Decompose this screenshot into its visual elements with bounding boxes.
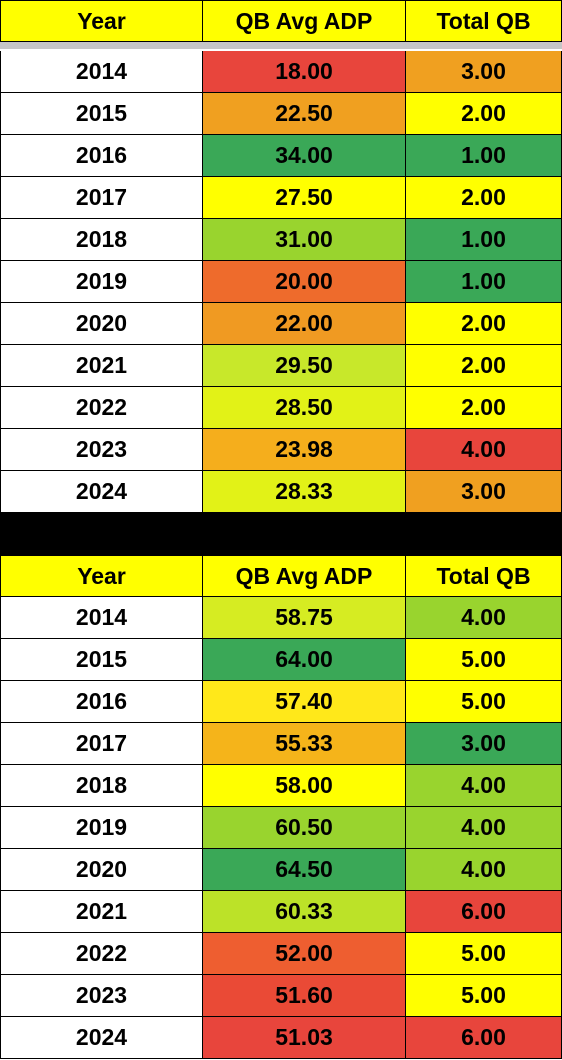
table-row: 2017 55.33 3.00 — [0, 723, 562, 765]
qb-avg-adp-cell[interactable]: 51.03 — [203, 1017, 406, 1059]
table-row: 2024 51.03 6.00 — [0, 1017, 562, 1059]
year-cell[interactable]: 2024 — [0, 471, 203, 513]
qb-avg-adp-cell[interactable]: 28.50 — [203, 387, 406, 429]
year-cell[interactable]: 2022 — [0, 933, 203, 975]
header-year[interactable]: Year — [0, 0, 203, 42]
table-row: 2015 22.50 2.00 — [0, 93, 562, 135]
year-cell[interactable]: 2023 — [0, 975, 203, 1017]
table-row: 2022 52.00 5.00 — [0, 933, 562, 975]
table-row: 2018 58.00 4.00 — [0, 765, 562, 807]
section-separator — [0, 513, 562, 555]
year-cell[interactable]: 2014 — [0, 597, 203, 639]
total-qb-cell[interactable]: 4.00 — [406, 429, 562, 471]
header-total-qb[interactable]: Total QB — [406, 555, 562, 597]
table-row: 2024 28.33 3.00 — [0, 471, 562, 513]
table-row: 2016 57.40 5.00 — [0, 681, 562, 723]
qb-avg-adp-cell[interactable]: 27.50 — [203, 177, 406, 219]
total-qb-cell[interactable]: 5.00 — [406, 639, 562, 681]
qb-avg-adp-cell[interactable]: 57.40 — [203, 681, 406, 723]
qb-avg-adp-cell[interactable]: 18.00 — [203, 51, 406, 93]
header-qb-avg-adp[interactable]: QB Avg ADP — [203, 555, 406, 597]
table-row: 2018 31.00 1.00 — [0, 219, 562, 261]
header-row: Year QB Avg ADP Total QB — [0, 555, 562, 597]
table-row: 2023 23.98 4.00 — [0, 429, 562, 471]
total-qb-cell[interactable]: 2.00 — [406, 303, 562, 345]
qb-avg-adp-cell[interactable]: 28.33 — [203, 471, 406, 513]
qb-avg-adp-cell[interactable]: 52.00 — [203, 933, 406, 975]
table-row: 2017 27.50 2.00 — [0, 177, 562, 219]
table-row: 2014 18.00 3.00 — [0, 51, 562, 93]
table-row: 2014 58.75 4.00 — [0, 597, 562, 639]
qb-avg-adp-cell[interactable]: 64.50 — [203, 849, 406, 891]
total-qb-cell[interactable]: 3.00 — [406, 51, 562, 93]
year-cell[interactable]: 2016 — [0, 681, 203, 723]
header-row: Year QB Avg ADP Total QB — [0, 0, 562, 42]
qb-avg-adp-cell[interactable]: 31.00 — [203, 219, 406, 261]
year-cell[interactable]: 2014 — [0, 51, 203, 93]
qb-avg-adp-cell[interactable]: 51.60 — [203, 975, 406, 1017]
total-qb-cell[interactable]: 2.00 — [406, 177, 562, 219]
year-cell[interactable]: 2015 — [0, 93, 203, 135]
table-row: 2021 60.33 6.00 — [0, 891, 562, 933]
total-qb-cell[interactable]: 2.00 — [406, 93, 562, 135]
year-cell[interactable]: 2018 — [0, 219, 203, 261]
qb-avg-adp-cell[interactable]: 22.50 — [203, 93, 406, 135]
qb-avg-adp-cell[interactable]: 60.33 — [203, 891, 406, 933]
table-row: 2022 28.50 2.00 — [0, 387, 562, 429]
total-qb-cell[interactable]: 3.00 — [406, 471, 562, 513]
qb-avg-adp-cell[interactable]: 34.00 — [203, 135, 406, 177]
total-qb-cell[interactable]: 1.00 — [406, 261, 562, 303]
qb-avg-adp-cell[interactable]: 20.00 — [203, 261, 406, 303]
total-qb-cell[interactable]: 6.00 — [406, 891, 562, 933]
qb-avg-adp-cell[interactable]: 60.50 — [203, 807, 406, 849]
total-qb-cell[interactable]: 5.00 — [406, 933, 562, 975]
year-cell[interactable]: 2020 — [0, 849, 203, 891]
year-cell[interactable]: 2019 — [0, 261, 203, 303]
qb-avg-adp-cell[interactable]: 23.98 — [203, 429, 406, 471]
year-cell[interactable]: 2020 — [0, 303, 203, 345]
header-divider — [0, 42, 562, 49]
total-qb-cell[interactable]: 5.00 — [406, 975, 562, 1017]
qb-avg-adp-cell[interactable]: 22.00 — [203, 303, 406, 345]
year-cell[interactable]: 2017 — [0, 723, 203, 765]
total-qb-cell[interactable]: 4.00 — [406, 597, 562, 639]
qb-avg-adp-cell[interactable]: 64.00 — [203, 639, 406, 681]
year-cell[interactable]: 2023 — [0, 429, 203, 471]
table-row: 2015 64.00 5.00 — [0, 639, 562, 681]
year-cell[interactable]: 2021 — [0, 345, 203, 387]
qb-avg-adp-cell[interactable]: 55.33 — [203, 723, 406, 765]
total-qb-cell[interactable]: 5.00 — [406, 681, 562, 723]
table-row: 2019 20.00 1.00 — [0, 261, 562, 303]
table-row: 2020 64.50 4.00 — [0, 849, 562, 891]
year-cell[interactable]: 2015 — [0, 639, 203, 681]
table-row: 2021 29.50 2.00 — [0, 345, 562, 387]
year-cell[interactable]: 2022 — [0, 387, 203, 429]
table-row: 2019 60.50 4.00 — [0, 807, 562, 849]
header-total-qb[interactable]: Total QB — [406, 0, 562, 42]
qb-avg-adp-cell[interactable]: 58.00 — [203, 765, 406, 807]
total-qb-cell[interactable]: 1.00 — [406, 135, 562, 177]
total-qb-cell[interactable]: 1.00 — [406, 219, 562, 261]
total-qb-cell[interactable]: 4.00 — [406, 765, 562, 807]
qb-avg-adp-cell[interactable]: 58.75 — [203, 597, 406, 639]
total-qb-cell[interactable]: 4.00 — [406, 807, 562, 849]
total-qb-cell[interactable]: 2.00 — [406, 345, 562, 387]
table-row: 2020 22.00 2.00 — [0, 303, 562, 345]
year-cell[interactable]: 2024 — [0, 1017, 203, 1059]
header-year[interactable]: Year — [0, 555, 203, 597]
year-cell[interactable]: 2018 — [0, 765, 203, 807]
header-qb-avg-adp[interactable]: QB Avg ADP — [203, 0, 406, 42]
year-cell[interactable]: 2017 — [0, 177, 203, 219]
qb-avg-adp-cell[interactable]: 29.50 — [203, 345, 406, 387]
year-cell[interactable]: 2019 — [0, 807, 203, 849]
table-row: 2023 51.60 5.00 — [0, 975, 562, 1017]
total-qb-cell[interactable]: 4.00 — [406, 849, 562, 891]
year-cell[interactable]: 2021 — [0, 891, 203, 933]
total-qb-cell[interactable]: 2.00 — [406, 387, 562, 429]
total-qb-cell[interactable]: 3.00 — [406, 723, 562, 765]
year-cell[interactable]: 2016 — [0, 135, 203, 177]
table-row: 2016 34.00 1.00 — [0, 135, 562, 177]
total-qb-cell[interactable]: 6.00 — [406, 1017, 562, 1059]
